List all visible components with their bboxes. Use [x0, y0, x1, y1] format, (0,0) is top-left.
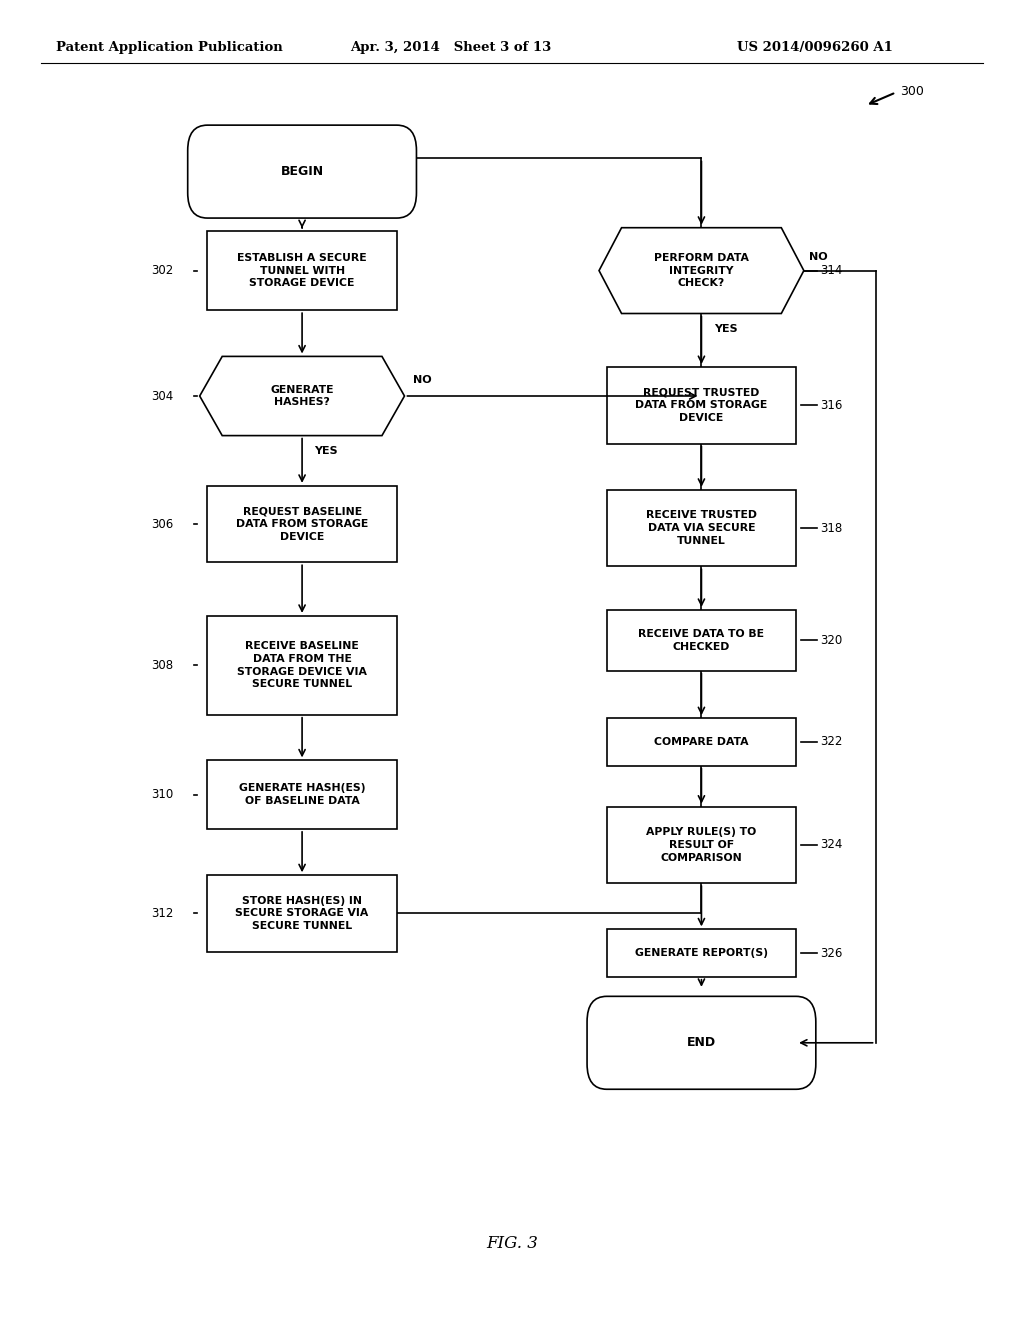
- Text: 312: 312: [152, 907, 173, 920]
- Text: NO: NO: [809, 252, 827, 263]
- FancyBboxPatch shape: [207, 486, 396, 562]
- Text: 316: 316: [820, 399, 842, 412]
- Text: 324: 324: [820, 838, 842, 851]
- Text: 310: 310: [152, 788, 173, 801]
- FancyBboxPatch shape: [207, 760, 396, 829]
- Text: FIG. 3: FIG. 3: [486, 1236, 538, 1251]
- FancyBboxPatch shape: [207, 615, 396, 715]
- Text: ESTABLISH A SECURE
TUNNEL WITH
STORAGE DEVICE: ESTABLISH A SECURE TUNNEL WITH STORAGE D…: [238, 253, 367, 288]
- Text: GENERATE
HASHES?: GENERATE HASHES?: [270, 384, 334, 408]
- Text: US 2014/0096260 A1: US 2014/0096260 A1: [737, 41, 893, 54]
- Polygon shape: [599, 227, 804, 313]
- FancyBboxPatch shape: [606, 367, 797, 444]
- FancyBboxPatch shape: [606, 610, 797, 671]
- Text: RECEIVE DATA TO BE
CHECKED: RECEIVE DATA TO BE CHECKED: [638, 628, 765, 652]
- FancyBboxPatch shape: [606, 718, 797, 766]
- Text: YES: YES: [314, 446, 338, 457]
- Text: 318: 318: [820, 521, 842, 535]
- FancyBboxPatch shape: [606, 929, 797, 977]
- FancyBboxPatch shape: [187, 125, 417, 218]
- Text: GENERATE REPORT(S): GENERATE REPORT(S): [635, 948, 768, 958]
- Text: REQUEST TRUSTED
DATA FROM STORAGE
DEVICE: REQUEST TRUSTED DATA FROM STORAGE DEVICE: [635, 388, 768, 422]
- Text: NO: NO: [413, 375, 431, 385]
- Text: 314: 314: [820, 264, 842, 277]
- FancyBboxPatch shape: [606, 490, 797, 566]
- FancyBboxPatch shape: [606, 807, 797, 883]
- FancyBboxPatch shape: [207, 875, 396, 952]
- Text: PERFORM DATA
INTEGRITY
CHECK?: PERFORM DATA INTEGRITY CHECK?: [654, 253, 749, 288]
- Text: 326: 326: [820, 946, 842, 960]
- Text: Patent Application Publication: Patent Application Publication: [56, 41, 283, 54]
- Text: APPLY RULE(S) TO
RESULT OF
COMPARISON: APPLY RULE(S) TO RESULT OF COMPARISON: [646, 828, 757, 862]
- FancyBboxPatch shape: [207, 231, 396, 310]
- Text: 308: 308: [152, 659, 173, 672]
- Text: 304: 304: [152, 389, 173, 403]
- Text: GENERATE HASH(ES)
OF BASELINE DATA: GENERATE HASH(ES) OF BASELINE DATA: [239, 783, 366, 807]
- Text: 322: 322: [820, 735, 842, 748]
- Text: COMPARE DATA: COMPARE DATA: [654, 737, 749, 747]
- Text: YES: YES: [714, 325, 737, 334]
- Text: RECEIVE BASELINE
DATA FROM THE
STORAGE DEVICE VIA
SECURE TUNNEL: RECEIVE BASELINE DATA FROM THE STORAGE D…: [238, 642, 367, 689]
- Text: STORE HASH(ES) IN
SECURE STORAGE VIA
SECURE TUNNEL: STORE HASH(ES) IN SECURE STORAGE VIA SEC…: [236, 896, 369, 931]
- Text: Apr. 3, 2014   Sheet 3 of 13: Apr. 3, 2014 Sheet 3 of 13: [350, 41, 551, 54]
- FancyBboxPatch shape: [587, 997, 816, 1089]
- Text: RECEIVE TRUSTED
DATA VIA SECURE
TUNNEL: RECEIVE TRUSTED DATA VIA SECURE TUNNEL: [646, 511, 757, 545]
- Text: BEGIN: BEGIN: [281, 165, 324, 178]
- Text: 300: 300: [900, 84, 924, 98]
- Text: REQUEST BASELINE
DATA FROM STORAGE
DEVICE: REQUEST BASELINE DATA FROM STORAGE DEVIC…: [236, 507, 369, 541]
- Text: 302: 302: [152, 264, 173, 277]
- Text: END: END: [687, 1036, 716, 1049]
- Polygon shape: [200, 356, 404, 436]
- Text: 320: 320: [820, 634, 842, 647]
- Text: 306: 306: [152, 517, 173, 531]
